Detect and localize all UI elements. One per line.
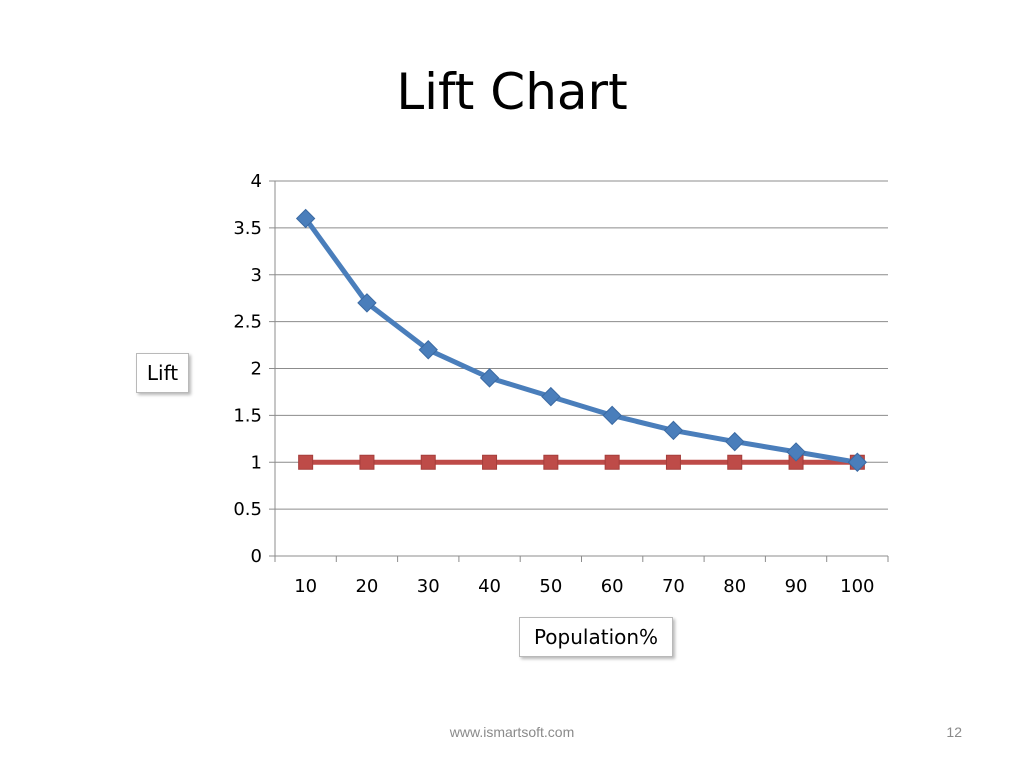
x-tick-label: 30: [417, 576, 440, 597]
data-point: [541, 386, 561, 407]
data-point: [543, 454, 559, 470]
data-point: [786, 442, 806, 462]
y-tick-label: 1: [251, 452, 262, 473]
data-point: [847, 452, 868, 472]
x-tick-label: 60: [601, 576, 624, 597]
y-tick-label: 2: [251, 359, 262, 380]
data-point: [665, 454, 681, 470]
data-point: [420, 454, 436, 470]
data-point: [295, 208, 316, 229]
data-point: [359, 454, 375, 470]
footer-url: www.ismartsoft.com: [449, 724, 575, 740]
data-point: [479, 368, 500, 388]
series-lines: [303, 217, 858, 465]
x-axis-label: Population%: [519, 617, 673, 657]
page-number: 12: [946, 724, 962, 740]
y-tick-label: 3: [251, 265, 262, 286]
x-tick-label: 50: [539, 576, 562, 597]
data-point: [482, 454, 498, 470]
x-tick-label: 70: [662, 576, 685, 597]
data-point: [602, 405, 622, 426]
data-point: [357, 293, 377, 313]
y-tick-label: 2.5: [233, 312, 262, 333]
data-point: [725, 431, 745, 452]
x-tick-label: 90: [785, 576, 808, 597]
y-axis-label: Lift: [136, 353, 189, 393]
series-markers: [295, 208, 868, 472]
data-point: [604, 454, 620, 470]
data-point: [663, 420, 684, 441]
x-tick-label: 100: [840, 576, 874, 597]
y-tick-label: 3.5: [233, 218, 262, 239]
data-point: [727, 454, 743, 470]
data-point: [298, 454, 314, 470]
x-tick-label: 40: [478, 576, 501, 597]
x-tick-label: 10: [294, 576, 317, 597]
y-tick-label: 1.5: [233, 405, 262, 426]
series-line-1: [303, 217, 858, 465]
x-tick-label: 20: [355, 576, 378, 597]
slide-title: Lift Chart: [396, 63, 628, 121]
y-tick-label: 4: [251, 171, 262, 192]
axes: [269, 180, 889, 562]
data-point: [418, 340, 438, 360]
tick-labels: 0 0.5 1 1.5 2 2.5 3 3.5 4 10 20 30 40 50 60 70 80 90 100: [233, 171, 874, 597]
y-tick-label: 0: [251, 546, 262, 567]
x-tick-label: 80: [723, 576, 746, 597]
y-tick-label: 0.5: [233, 499, 262, 520]
